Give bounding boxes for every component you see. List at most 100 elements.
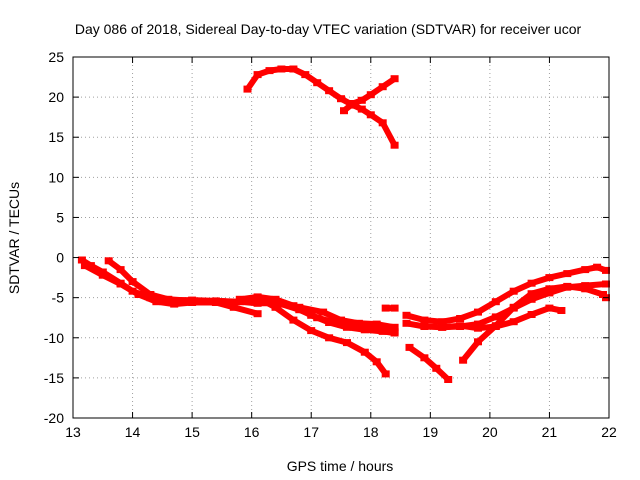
data-point: [405, 343, 414, 351]
y-tick-label: 25: [48, 49, 64, 65]
x-tick-label: 15: [184, 424, 200, 440]
data-point: [295, 306, 304, 314]
data-point: [360, 348, 369, 356]
data-point: [301, 71, 310, 79]
y-tick-label: 5: [56, 209, 64, 225]
data-point: [456, 322, 465, 330]
data-point: [77, 256, 86, 264]
data-point: [217, 298, 226, 306]
series-arc-left-3: [104, 257, 226, 306]
series-arc-upper-rising: [340, 75, 399, 115]
data-point: [152, 298, 161, 306]
data-point: [164, 295, 173, 303]
x-tick-label: 20: [482, 424, 498, 440]
data-point: [146, 291, 155, 298]
data-point: [557, 307, 566, 314]
data-point: [271, 303, 280, 311]
y-tick-label: -10: [44, 330, 64, 346]
data-point: [253, 310, 262, 318]
data-point: [80, 262, 89, 270]
data-point: [366, 111, 375, 119]
y-tick-label: -5: [52, 290, 65, 306]
data-point: [527, 295, 536, 303]
data-point: [372, 320, 381, 328]
data-point: [438, 323, 447, 331]
data-point: [378, 83, 387, 91]
data-point: [420, 316, 429, 324]
data-point: [527, 279, 536, 287]
data-point: [128, 278, 137, 286]
data-point: [474, 338, 482, 346]
data-point: [420, 323, 429, 330]
series-arc-mid-2: [253, 294, 390, 378]
y-tick-label: -20: [44, 410, 64, 426]
data-point: [134, 291, 143, 298]
data-point: [271, 295, 280, 303]
data-point: [581, 266, 590, 274]
data-point: [354, 319, 363, 327]
grid: [73, 57, 609, 418]
data-point: [545, 274, 554, 282]
data-point: [581, 285, 590, 293]
data-point: [563, 282, 572, 290]
data-point: [390, 75, 399, 83]
data-point: [265, 67, 274, 75]
data-point: [491, 298, 500, 306]
data-point: [474, 324, 482, 332]
x-tick-label: 21: [542, 424, 558, 440]
data-point: [340, 107, 348, 115]
data-point: [116, 266, 125, 274]
x-tick-label: 17: [303, 424, 319, 440]
data-point: [545, 285, 554, 293]
data-point: [491, 322, 500, 330]
series-layer: [77, 65, 610, 383]
data-point: [319, 308, 328, 316]
data-point: [474, 320, 482, 328]
x-tick-label: 19: [423, 424, 439, 440]
x-tick-label: 22: [601, 424, 617, 440]
data-point: [348, 100, 357, 107]
data-point: [509, 318, 518, 326]
data-point: [444, 376, 453, 383]
data-point: [289, 316, 298, 324]
data-point: [366, 91, 375, 99]
data-point: [372, 358, 381, 366]
data-point: [229, 303, 238, 311]
data-point: [357, 96, 366, 104]
y-tick-label: 15: [48, 129, 64, 145]
data-point: [602, 266, 610, 274]
data-point: [116, 280, 125, 288]
data-point: [98, 271, 107, 279]
data-point: [527, 290, 536, 298]
data-point: [289, 65, 298, 73]
data-point: [491, 313, 500, 321]
data-point: [509, 287, 518, 295]
y-tick-label: -15: [44, 370, 64, 386]
data-point: [357, 105, 366, 113]
series-arc-right-descent: [405, 343, 453, 383]
series-line: [406, 344, 452, 383]
data-point: [459, 356, 468, 364]
data-point: [390, 323, 399, 331]
data-point: [188, 297, 197, 305]
data-point: [235, 295, 244, 303]
data-point: [593, 263, 602, 271]
data-point: [456, 315, 465, 322]
x-tick-label: 16: [244, 424, 260, 440]
series-arc-right-1: [402, 263, 610, 326]
data-point: [277, 300, 286, 308]
data-point: [277, 65, 286, 73]
x-tick-label: 18: [363, 424, 379, 440]
data-point: [563, 270, 572, 278]
data-point: [602, 280, 610, 288]
data-point: [325, 334, 334, 342]
data-point: [170, 300, 179, 308]
data-point: [325, 87, 334, 95]
data-point: [545, 289, 554, 297]
x-axis-label: GPS time / hours: [287, 458, 394, 474]
data-point: [253, 71, 262, 79]
axis-ticks: 13 14 15 16 17 18 19 20 21 22 -20 -15 -10 -5 0 5 10 15 20 2…: [44, 49, 617, 440]
data-point: [432, 364, 441, 372]
